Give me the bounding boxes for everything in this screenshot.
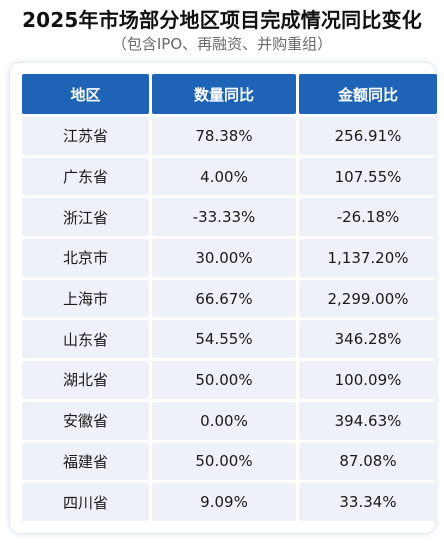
table-row: 山东省 54.55% 346.28% [22, 320, 437, 359]
table-header-row: 地区 数量同比 金额同比 [22, 74, 437, 114]
amount-yoy-cell: 107.55% [299, 157, 437, 196]
header-count-yoy: 数量同比 [152, 74, 296, 114]
amount-yoy-cell: 346.28% [299, 320, 437, 359]
region-cell: 广东省 [22, 157, 149, 196]
table-row: 湖北省 50.00% 100.09% [22, 361, 437, 399]
count-yoy-cell: 30.00% [152, 239, 296, 277]
amount-yoy-cell: 2,299.00% [299, 279, 437, 318]
region-cell: 湖北省 [22, 361, 149, 399]
region-cell: 四川省 [22, 483, 149, 521]
amount-yoy-cell: 1,137.20% [299, 239, 437, 277]
table-row: 浙江省 -33.33% -26.18% [22, 198, 437, 237]
count-yoy-cell: 50.00% [152, 361, 296, 399]
count-yoy-cell: 54.55% [152, 320, 296, 359]
count-yoy-cell: 78.38% [152, 117, 296, 155]
count-yoy-cell: 0.00% [152, 401, 296, 440]
count-yoy-cell: 9.09% [152, 483, 296, 521]
header-amount-yoy: 金额同比 [299, 74, 437, 114]
amount-yoy-cell: 394.63% [299, 401, 437, 440]
amount-yoy-cell: 256.91% [299, 117, 437, 155]
count-yoy-cell: -33.33% [152, 198, 296, 237]
table-row: 安徽省 0.00% 394.63% [22, 401, 437, 440]
amount-yoy-cell: 33.34% [299, 483, 437, 521]
region-cell: 江苏省 [22, 117, 149, 155]
region-cell: 安徽省 [22, 401, 149, 440]
region-cell: 北京市 [22, 239, 149, 277]
page-title: 2025年市场部分地区项目完成情况同比变化 [22, 8, 422, 32]
region-cell: 福建省 [22, 442, 149, 481]
table-row: 广东省 4.00% 107.55% [22, 157, 437, 196]
amount-yoy-cell: -26.18% [299, 198, 437, 237]
region-cell: 山东省 [22, 320, 149, 359]
count-yoy-cell: 66.67% [152, 279, 296, 318]
table-row: 四川省 9.09% 33.34% [22, 483, 437, 521]
page-subtitle: （包含IPO、再融资、并购重组） [111, 35, 333, 53]
table-row: 北京市 30.00% 1,137.20% [22, 239, 437, 277]
amount-yoy-cell: 100.09% [299, 361, 437, 399]
region-cell: 浙江省 [22, 198, 149, 237]
table-row: 江苏省 78.38% 256.91% [22, 117, 437, 155]
count-yoy-cell: 4.00% [152, 157, 296, 196]
amount-yoy-cell: 87.08% [299, 442, 437, 481]
table-container: 地区 数量同比 金额同比 江苏省 78.38% 256.91% 广东省 4.00% 107… [10, 63, 437, 533]
table-row: 福建省 50.00% 87.08% [22, 442, 437, 481]
table-row: 上海市 66.67% 2,299.00% [22, 279, 437, 318]
header-region: 地区 [22, 74, 149, 114]
region-cell: 上海市 [22, 279, 149, 318]
data-table: 地区 数量同比 金额同比 江苏省 78.38% 256.91% 广东省 4.00% 107… [19, 71, 440, 524]
count-yoy-cell: 50.00% [152, 442, 296, 481]
